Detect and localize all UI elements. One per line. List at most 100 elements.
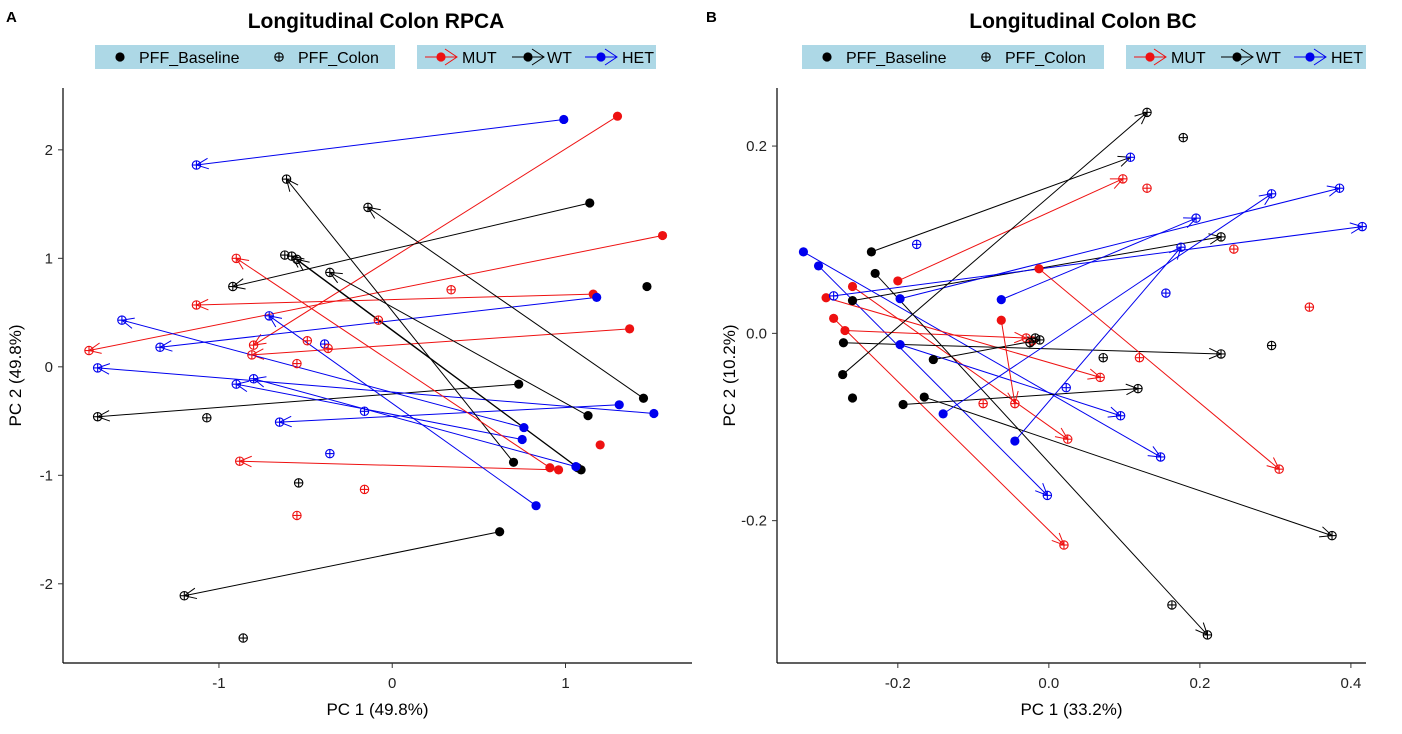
arrow-shaft	[88, 235, 663, 352]
point-colon-het	[274, 417, 285, 427]
point-baseline-wt	[870, 268, 880, 279]
point-baseline-het	[559, 114, 569, 125]
arrow-shaft	[236, 257, 551, 469]
point-colon-mut	[1274, 464, 1284, 474]
point-colon-het	[1115, 411, 1126, 421]
panel-label: A	[6, 9, 17, 26]
point-baseline-het	[571, 462, 581, 472]
point-colon-het	[911, 239, 922, 250]
trajectory-arrow-het	[803, 251, 1162, 458]
legend-arrow-head	[1240, 48, 1254, 66]
trajectory-arrow-het	[899, 185, 1341, 300]
point-colon-het	[325, 448, 335, 459]
point-colon-het	[1191, 213, 1201, 223]
point-colon-het	[1125, 152, 1136, 163]
legend-key-mut	[425, 48, 458, 66]
point-colon-het	[117, 315, 127, 325]
point-baseline-het	[614, 400, 624, 410]
x-axis-title: PC 1 (33.2%)	[1020, 700, 1122, 719]
y-tick-label: -1	[40, 467, 53, 484]
point-colon-mut	[234, 456, 245, 466]
trajectory-arrow-mut	[252, 115, 618, 346]
point-baseline-mut	[1034, 264, 1044, 274]
arrow-shaft	[1000, 320, 1016, 404]
legend-label-baseline: PFF_Baseline	[139, 50, 240, 67]
arrow-shaft	[296, 259, 582, 471]
trajectory-arrow-het	[195, 118, 564, 170]
legend-shape-box	[95, 45, 395, 69]
legend-key-mut	[1134, 48, 1167, 66]
legend-label-het: HET	[1331, 50, 1363, 67]
point-colon-het	[1061, 382, 1071, 393]
point-colon-mut	[1134, 352, 1145, 363]
point-baseline-wt	[638, 393, 649, 403]
arrow-shaft	[1038, 268, 1280, 470]
x-tick-label: 0.2	[1189, 675, 1210, 692]
legend-label-het: HET	[622, 50, 654, 67]
arrow-shaft	[933, 339, 1040, 361]
point-baseline-het	[531, 501, 541, 511]
legend-label-mut: MUT	[1171, 50, 1206, 67]
point-baseline-mut	[829, 313, 839, 323]
legend-label-baseline: PFF_Baseline	[846, 50, 947, 67]
arrow-shaft	[833, 226, 1363, 297]
point-colon-het	[231, 379, 242, 389]
arrow-shaft	[843, 342, 1222, 355]
point-baseline-het	[1010, 436, 1020, 446]
axes: -1 0 1 -2 -1 0 1 2 PC 1 (49.8%) PC 2 (49.8%)	[6, 88, 692, 719]
legend-key-baseline	[822, 52, 832, 62]
y-tick-label: 1	[45, 250, 53, 267]
legend-arrow-head	[531, 48, 545, 66]
point-baseline-wt	[919, 392, 929, 402]
point-baseline-wt	[642, 281, 652, 292]
arrow-shaft	[196, 118, 564, 166]
arrow-shaft	[286, 178, 514, 463]
legend-arrow-head	[604, 48, 618, 66]
point-colon-wt	[1266, 340, 1277, 351]
point-colon-wt	[1098, 352, 1108, 363]
point-baseline-het	[798, 247, 809, 257]
point-baseline-mut	[612, 111, 623, 121]
point-baseline-wt	[847, 295, 858, 306]
chart-title: Longitudinal Colon RPCA	[248, 10, 505, 33]
y-axis-title: PC 2 (49.8%)	[6, 324, 25, 426]
point-baseline-het	[592, 292, 602, 302]
point-colon-het	[359, 406, 370, 417]
point-colon-mut	[1095, 372, 1105, 383]
point-colon-wt	[1167, 600, 1177, 610]
legend-arrow-head	[1313, 48, 1327, 66]
point-colon-wt	[238, 633, 248, 643]
legend-label-wt: WT	[547, 50, 572, 67]
trajectory-arrow-het	[235, 380, 523, 441]
point-baseline-mut	[545, 463, 555, 473]
legend-dot	[1145, 52, 1155, 62]
x-tick-label: -0.2	[885, 675, 911, 692]
points-layer	[798, 107, 1367, 640]
point-colon-mut	[1304, 302, 1315, 312]
point-baseline-mut	[553, 465, 564, 475]
point-baseline-mut	[821, 293, 831, 303]
arrow-shaft	[942, 193, 1272, 415]
legend-dot	[1305, 52, 1315, 62]
arrow-shaft	[97, 383, 519, 418]
y-tick-label: 0	[45, 359, 53, 376]
point-colon-het	[1161, 288, 1171, 298]
legend-label-mut: MUT	[462, 50, 497, 67]
legend-label-colon: PFF_Colon	[298, 50, 379, 67]
legend-label-colon: PFF_Colon	[1005, 50, 1086, 67]
point-baseline-wt	[928, 354, 938, 365]
panel-b: B Longitudinal Colon BC PFF_Baseline PFF_Co…	[706, 9, 1367, 719]
point-baseline-wt	[838, 369, 848, 380]
trajectory-arrow-wt	[842, 111, 1148, 375]
point-colon-het	[1042, 490, 1053, 501]
point-baseline-het	[895, 339, 905, 350]
trajectory-arrow-wt	[295, 258, 582, 471]
arrow-shaft	[279, 404, 620, 423]
legend-key-wt	[1221, 48, 1254, 66]
point-colon-wt	[1035, 335, 1045, 345]
arrow-shaft	[184, 531, 500, 597]
point-baseline-mut	[625, 324, 635, 334]
point-baseline-wt	[514, 379, 524, 389]
arrow-shaft	[899, 187, 1340, 300]
arrow-shaft	[253, 115, 618, 346]
